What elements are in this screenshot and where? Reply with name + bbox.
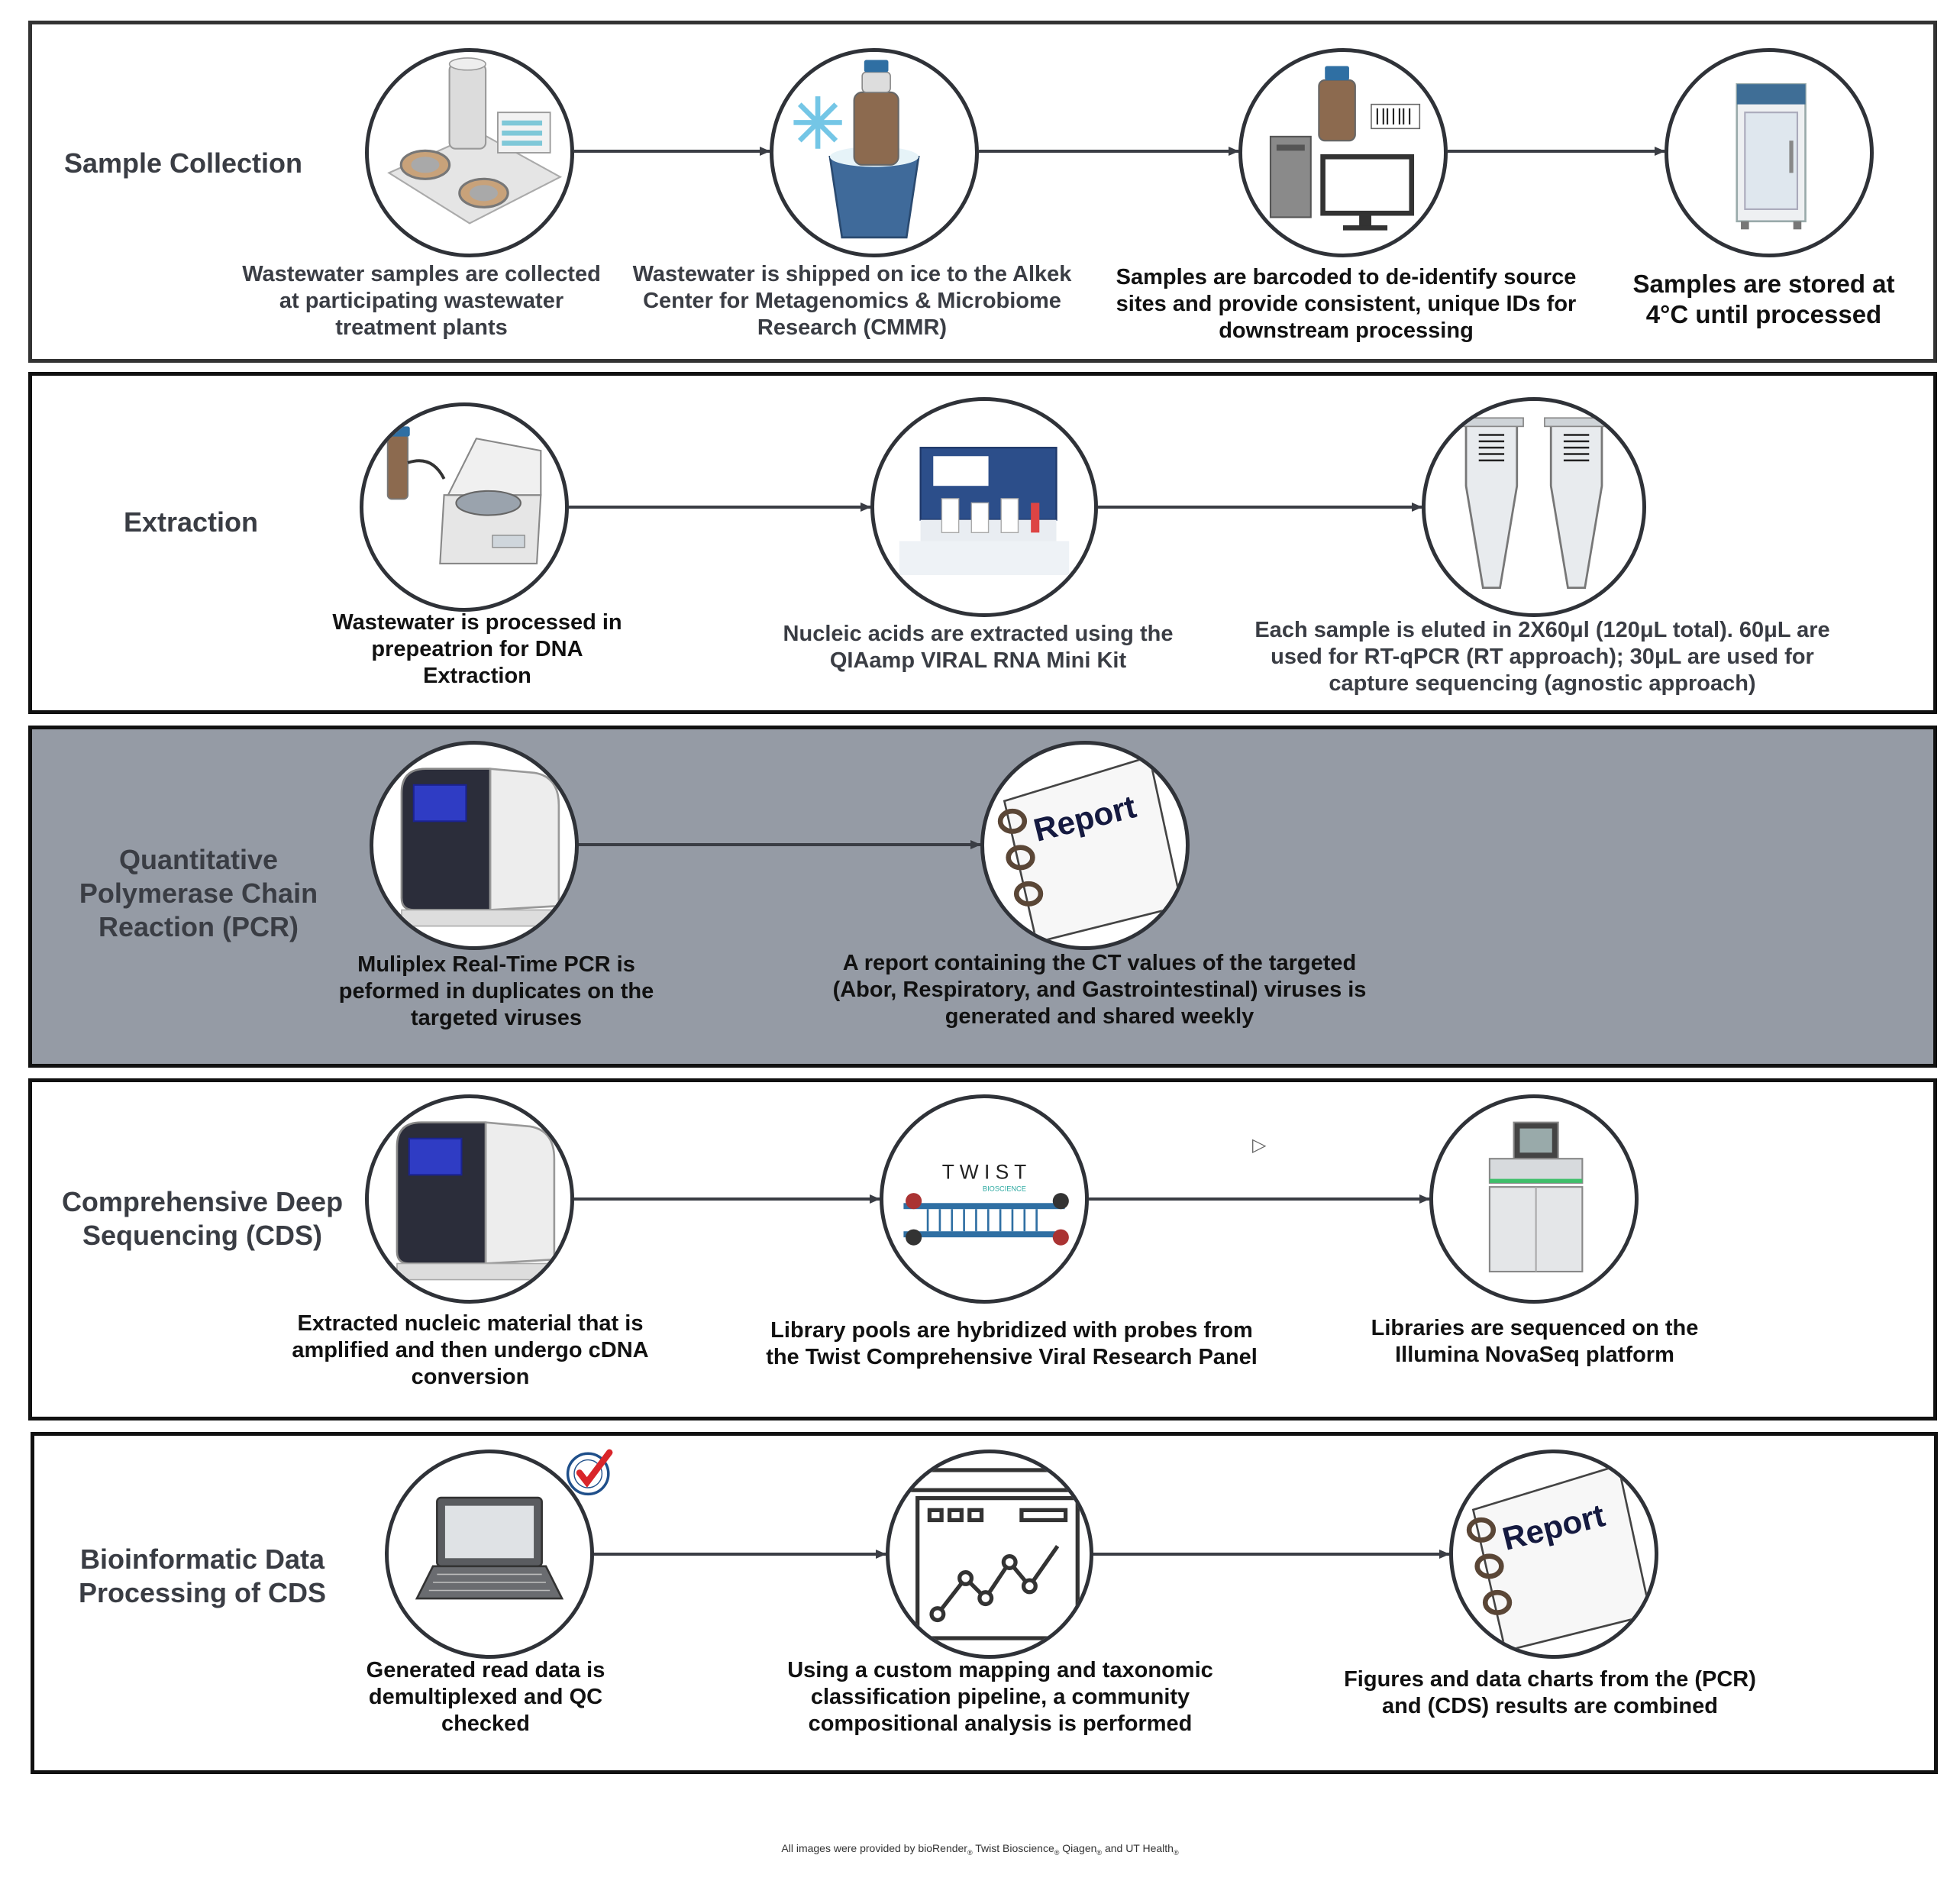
pcr-machine-icon (370, 741, 579, 950)
refrigerator-icon (1665, 48, 1874, 257)
twist-sublabel: BIOSCIENCE (983, 1185, 1026, 1192)
caption-processed-prep: Wastewater is processed in prepeatrion f… (332, 610, 622, 688)
analysis-dashboard-icon (886, 1450, 1093, 1659)
caption-stored-4c: Samples are stored at 4°C until processe… (1632, 270, 1895, 328)
caption-sample-collected: Wastewater samples are collected at part… (242, 262, 601, 340)
footer-part-3: Qiagen (1059, 1842, 1097, 1854)
caption-multiplex-pcr: Muliplex Real-Time PCR is peformed in du… (338, 952, 654, 1030)
report-icon: Report (1449, 1450, 1658, 1659)
footer-mark-3: ® (1096, 1848, 1103, 1857)
caption-shipped-on-ice: Wastewater is shipped on ice to the Alke… (632, 262, 1072, 340)
sequencer-icon (1429, 1094, 1639, 1304)
caption-nucleic-acids-extracted: Nucleic acids are extracted using the QI… (783, 622, 1174, 673)
section-title-qpcr: Quantitative Polymerase Chain Reaction (… (79, 844, 318, 942)
caption-amplified-cdna: Extracted nucleic material that is ampli… (292, 1311, 649, 1389)
footer-text: All images were provided by bioRender (781, 1842, 967, 1854)
wastewater-plant-icon (365, 48, 574, 257)
eluted-tubes-icon (1422, 397, 1646, 617)
footer-part-4: and UT Health (1102, 1842, 1174, 1854)
laptop-icon (385, 1450, 594, 1659)
quality-check-badge-icon (563, 1445, 617, 1498)
caption-eluted: Each sample is eluted in 2X60μl (120μL t… (1254, 618, 1830, 696)
caption-demultiplexed: Generated read data is demultiplexed and… (366, 1658, 605, 1736)
caption-novaseq: Libraries are sequenced on the Illumina … (1371, 1316, 1699, 1367)
play-triangle-icon: ▷ (1252, 1135, 1267, 1155)
centrifuge-icon (360, 402, 569, 612)
footer-mark-2: ® (1054, 1848, 1060, 1857)
section-title-bioinformatics: Bioinformatic Data Processing of CDS (78, 1543, 327, 1608)
section-title-extraction: Extraction (123, 506, 259, 538)
pcr-machine-icon (365, 1094, 574, 1304)
report-icon: Report (980, 741, 1190, 950)
sample-on-ice-icon (770, 48, 979, 257)
extraction-kit-icon (870, 397, 1098, 617)
footer-mark-4: ® (1173, 1848, 1179, 1857)
caption-community-analysis: Using a custom mapping and taxonomic cla… (787, 1658, 1213, 1736)
twist-label: T W I S T (942, 1161, 1026, 1184)
panel-sample-collection (28, 21, 1937, 363)
twist-probe-icon: T W I S T BIOSCIENCE (880, 1094, 1089, 1304)
image-credits-footer: All images were provided by bioRender® T… (0, 1842, 1960, 1857)
footer-part-2: Twist Bioscience (972, 1842, 1054, 1854)
caption-results-combined: Figures and data charts from the (PCR) a… (1344, 1667, 1756, 1718)
barcode-computer-icon (1238, 48, 1448, 257)
caption-hybridized: Library pools are hybridized with probes… (766, 1318, 1258, 1369)
caption-ct-report: A report containing the CT values of the… (832, 951, 1367, 1029)
section-title-cds: Comprehensive Deep Sequencing (CDS) (61, 1186, 344, 1251)
caption-barcoded: Samples are barcoded to de-identify sour… (1116, 265, 1577, 343)
footer-mark-1: ® (967, 1848, 973, 1857)
panel-qpcr (28, 726, 1937, 1068)
section-title-sample-collection: Sample Collection (63, 147, 303, 179)
